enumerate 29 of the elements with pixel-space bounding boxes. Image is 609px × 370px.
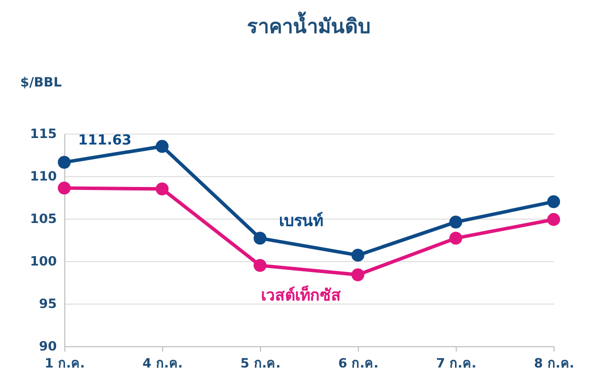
chart-title: ราคาน้ำมันดิบ [246, 10, 371, 38]
series-label: เวสต์เท็กซัส [261, 284, 342, 305]
x-tick-label: 1 ก.ค. [44, 356, 85, 370]
point [254, 258, 266, 272]
y-axis-title: $/BBL [20, 76, 62, 91]
point [156, 182, 169, 196]
point [254, 232, 266, 245]
x-tick-label: 4 ก.ค. [142, 356, 183, 370]
y-tick-label: 115 [30, 127, 57, 142]
series-label: เบรนท์ [279, 210, 324, 230]
x-tick-label: 6 ก.ค. [338, 356, 378, 370]
x-tick-label: 8 ก.ค. [534, 356, 574, 370]
x-tick-label: 5 ก.ค. [240, 356, 281, 370]
annotation: 111.63 [78, 132, 132, 148]
point [547, 195, 560, 208]
x-tick-label: 7 ก.ค. [436, 356, 476, 370]
y-tick-label: 110 [30, 170, 57, 185]
point [351, 268, 364, 282]
point [351, 248, 364, 262]
point [156, 140, 169, 153]
y-tick-label: 100 [30, 254, 57, 270]
point [449, 232, 462, 245]
point [449, 216, 462, 228]
point [58, 182, 71, 194]
point [58, 156, 71, 169]
point [547, 213, 560, 226]
y-tick-label: 90 [38, 340, 57, 355]
y-tick-label: 105 [30, 212, 57, 228]
y-tick-label: 95 [38, 297, 57, 312]
